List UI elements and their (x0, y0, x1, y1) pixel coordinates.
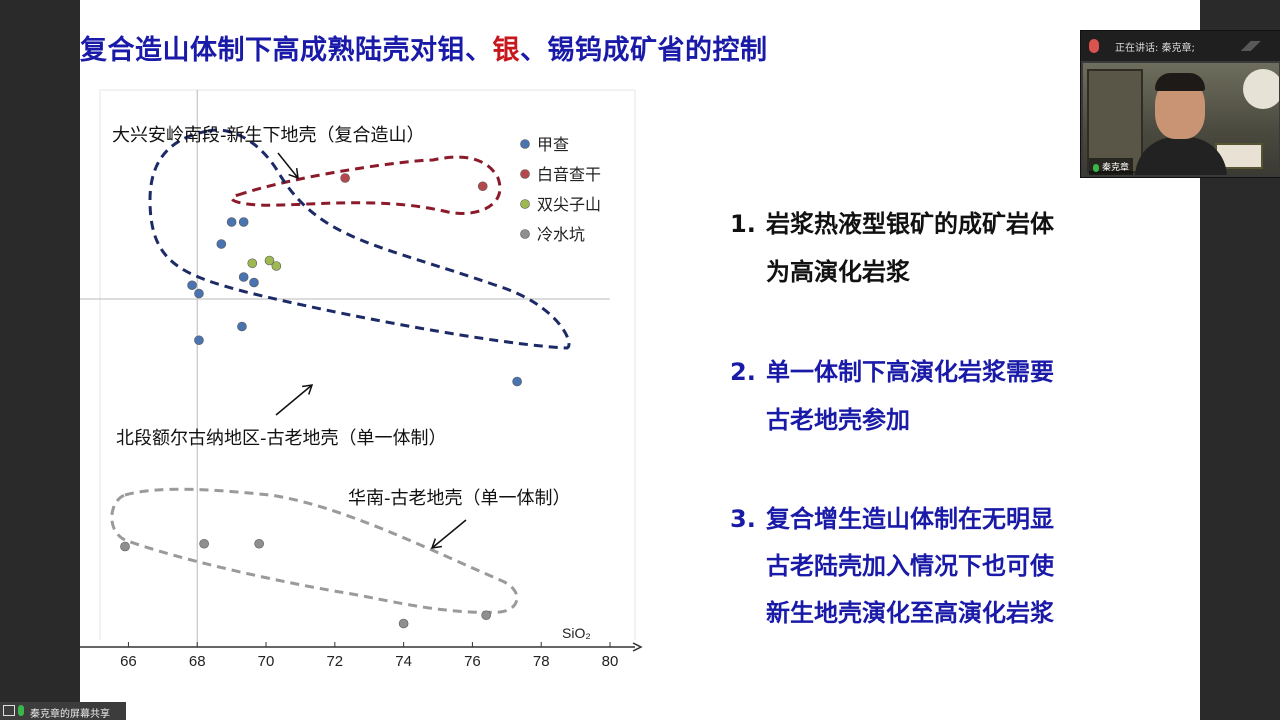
data-point-0-9 (512, 376, 522, 387)
x-tick-label: 72 (326, 653, 343, 670)
data-point-3-4 (481, 610, 491, 621)
title-highlight: 银 (492, 35, 520, 66)
screen-share-indicator[interactable]: 秦克章的屏幕共享 (0, 702, 126, 720)
data-point-0-4 (194, 288, 204, 299)
point-3-line-1: 复合增生造山体制在无明显 (766, 505, 1054, 533)
point-2-line-1: 单一体制下高演化岩浆需要 (766, 358, 1054, 386)
legend-label-3: 冷水坑 (537, 225, 585, 244)
legend-marker-0 (520, 139, 530, 149)
data-point-0-6 (249, 277, 259, 288)
data-point-0-7 (194, 335, 204, 346)
data-point-0-2 (238, 217, 249, 227)
data-point-0-3 (187, 280, 197, 291)
bookshelf (1087, 69, 1143, 173)
data-point-2-1 (264, 255, 275, 266)
data-point-3-3 (398, 618, 409, 629)
screen-share-label: 秦克章的屏幕共享 (30, 709, 110, 720)
point-2: 2. 单一体制下高演化岩浆需要 古老地壳参加 (730, 348, 1150, 444)
x-tick-label: 70 (258, 653, 275, 670)
x-tick-label: 78 (533, 653, 550, 670)
data-point-0-8 (237, 321, 247, 332)
speaker-video-feed: 秦克章 (1083, 63, 1279, 175)
legend-marker-1 (520, 169, 530, 179)
speaker-hair (1155, 73, 1205, 91)
data-point-2-0 (247, 258, 258, 269)
title-part-2: 、锡钨成矿省的控制 (520, 35, 768, 66)
point-1-line-1: 岩浆热液型银矿的成矿岩体 (766, 210, 1054, 238)
data-point-1-1 (477, 181, 488, 192)
point-1-number: 1. (730, 210, 756, 238)
x-tick-label: 74 (395, 653, 412, 670)
participant-name: 秦克章 (1102, 163, 1130, 173)
envelope-huanan (110, 487, 519, 614)
data-point-3-1 (199, 538, 209, 549)
arrow-huanan-head (430, 538, 443, 549)
point-1-line-2: 为高演化岩浆 (766, 258, 910, 286)
arrow-daxinganling (277, 152, 299, 179)
legend-label-0: 甲查 (537, 135, 569, 154)
speaker-video-tile[interactable]: 正在讲话: 秦克章; 秦克章 (1080, 30, 1280, 178)
legend-marker-3 (520, 229, 530, 239)
data-point-0-0 (216, 239, 227, 249)
x-tick-label: 80 (602, 653, 619, 670)
title-part-1: 复合造山体制下高成熟陆壳对钼、 (80, 35, 493, 66)
envelope-erguna (148, 128, 571, 350)
data-point-0-1 (226, 217, 237, 227)
active-speaker-label: 正在讲话: 秦克章; (1115, 43, 1195, 54)
annotation-0: 大兴安岭南段-新生下地壳（复合造山） (112, 125, 425, 146)
lamp (1243, 69, 1279, 109)
x-tick-label: 68 (189, 653, 206, 670)
screen-share-icon (3, 705, 15, 716)
speaker-body (1135, 137, 1227, 175)
point-3-number: 3. (730, 505, 756, 533)
point-2-line-2: 古老地壳参加 (766, 406, 910, 434)
legend-marker-2 (520, 199, 530, 209)
x-tick-label: 76 (464, 653, 481, 670)
arrow-huanan (431, 519, 467, 549)
slide-title: 复合造山体制下高成熟陆壳对钼、银、锡钨成矿省的控制 (80, 28, 768, 67)
video-header: 正在讲话: 秦克章; (1081, 31, 1280, 61)
key-points: 1. 岩浆热液型银矿的成矿岩体 为高演化岩浆 2. 单一体制下高演化岩浆需要 古老地… (730, 200, 1150, 689)
data-point-0-5 (238, 272, 249, 282)
point-3: 3. 复合增生造山体制在无明显 古老陆壳加入情况下也可使 新生地壳演化至高演化岩浆 (730, 496, 1150, 637)
data-point-3-0 (120, 541, 130, 552)
shared-slide: 复合造山体制下高成熟陆壳对钼、银、锡钨成矿省的控制 66 68 70 72 74 76 78… (80, 0, 1200, 720)
arrow-erguna-head (302, 384, 314, 395)
mic-icon (18, 705, 24, 716)
point-3-line-3: 新生地壳演化至高演化岩浆 (766, 599, 1054, 627)
arrow-erguna (275, 384, 313, 416)
participant-name-tag: 秦克章 (1089, 158, 1134, 175)
legend-label-1: 白音查干 (537, 165, 601, 184)
point-1: 1. 岩浆热液型银矿的成矿岩体 为高演化岩浆 (730, 200, 1150, 296)
mic-icon (1093, 163, 1099, 172)
x-tick-label: 66 (120, 653, 137, 670)
annotation-1: 北段额尔古纳地区-古老地壳（单一体制） (116, 428, 447, 449)
point-2-number: 2. (730, 358, 756, 386)
data-point-2-2 (271, 261, 282, 271)
point-3-line-2: 古老陆壳加入情况下也可使 (766, 552, 1054, 580)
mic-active-icon (1089, 39, 1099, 53)
x-axis-label: SiO₂ (562, 625, 591, 641)
data-point-3-2 (254, 538, 264, 549)
app-logo-icon (1231, 41, 1271, 51)
legend-label-2: 双尖子山 (537, 195, 601, 214)
arrow-daxinganling-head (288, 167, 299, 180)
left-letterbox (0, 0, 80, 720)
data-point-1-0 (340, 173, 350, 183)
x-axis-arrow (632, 642, 643, 652)
annotation-2: 华南-古老地壳（单一体制） (348, 488, 571, 509)
